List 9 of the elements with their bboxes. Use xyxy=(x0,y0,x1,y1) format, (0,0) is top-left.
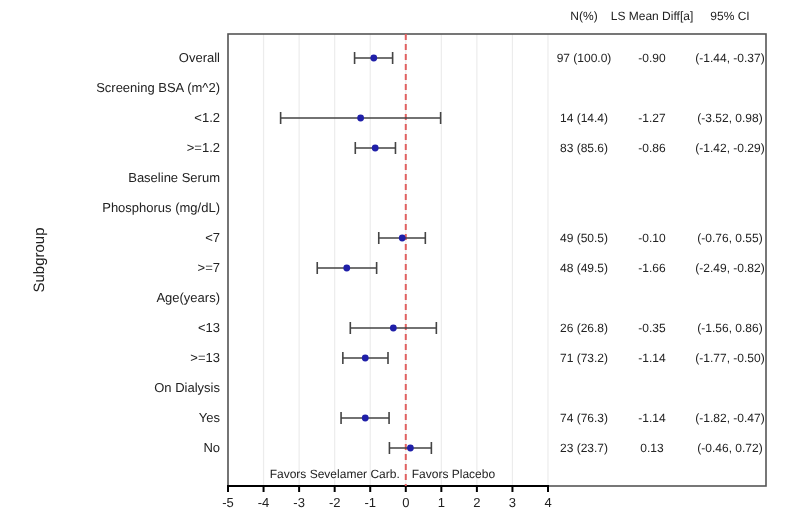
point xyxy=(407,444,414,452)
point xyxy=(389,324,397,332)
point xyxy=(371,144,379,152)
point xyxy=(361,354,369,362)
point xyxy=(398,234,406,242)
point xyxy=(370,54,378,62)
point xyxy=(357,114,365,122)
point xyxy=(343,264,351,272)
point xyxy=(361,414,369,422)
